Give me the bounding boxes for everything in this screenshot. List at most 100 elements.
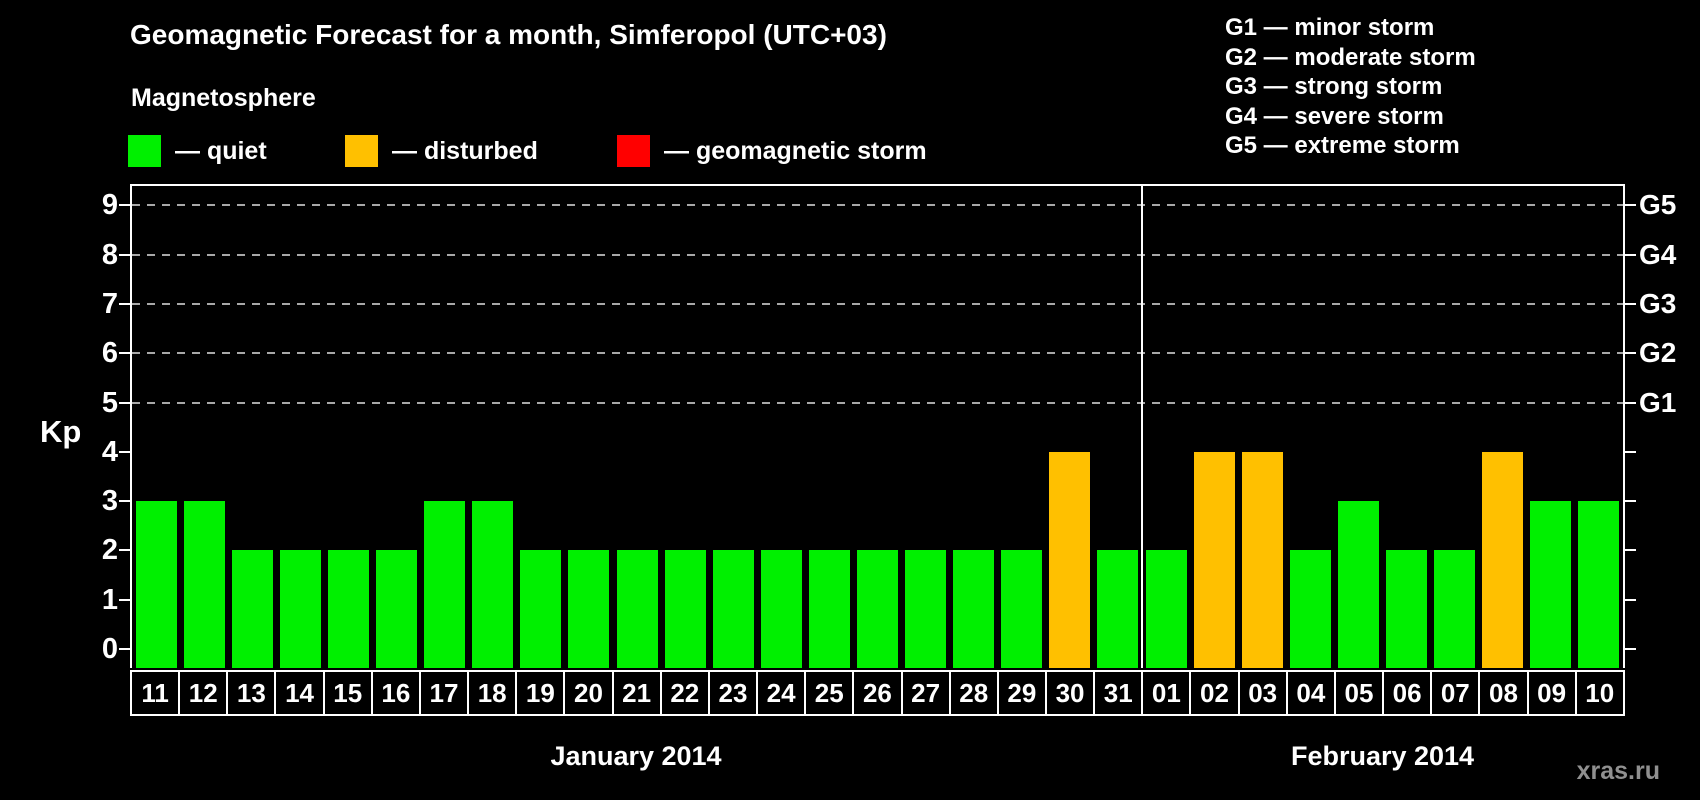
kp-bar-day-21: [616, 550, 658, 668]
kp-bar-day-01: [1145, 550, 1187, 668]
y-tick-label: 4: [101, 435, 118, 468]
day-label: 09: [1526, 670, 1577, 716]
day-label: 17: [418, 670, 470, 716]
day-label: 18: [467, 670, 518, 716]
kp-bar-day-05: [1337, 501, 1379, 668]
month-label-january: January 2014: [550, 741, 722, 771]
day-label: 05: [1333, 670, 1385, 716]
legend-item-label: — disturbed: [392, 136, 538, 165]
day-label: 07: [1430, 670, 1481, 716]
day-label: 04: [1285, 670, 1336, 716]
y-tick-right: [1625, 500, 1636, 503]
day-label: 10: [1574, 670, 1625, 716]
y-tick-right: [1625, 253, 1636, 256]
day-label: 19: [515, 670, 566, 716]
g-scale-label: G2: [1639, 337, 1677, 369]
day-label: 03: [1237, 670, 1288, 716]
storm-scale-item: G2 — moderate storm: [1225, 43, 1476, 71]
storm-scale-item: G1 — minor storm: [1225, 14, 1435, 41]
day-label: 22: [659, 670, 710, 716]
y-tick-left: [119, 302, 130, 305]
y-tick-right: [1625, 450, 1636, 453]
kp-bar-day-09: [1530, 501, 1572, 668]
y-tick-left: [119, 253, 130, 256]
day-label: 14: [274, 670, 325, 716]
kp-gridline: [132, 302, 1623, 305]
day-label: 24: [756, 670, 807, 716]
y-tick-left: [119, 450, 130, 453]
kp-bar-day-29: [1001, 550, 1043, 668]
plot-area: 0 1 2 3 4 5 6 7 8 9 G1 G2 G3 G4 G5: [102, 184, 1676, 668]
legend-item-label: — geomagnetic storm: [664, 136, 927, 165]
watermark: xras.ru: [1576, 757, 1660, 785]
y-tick-right: [1625, 549, 1636, 552]
day-label: 06: [1382, 670, 1433, 716]
g-scale-label: G5: [1639, 189, 1677, 221]
storm-scale-item: G4 — severe storm: [1225, 102, 1444, 130]
day-label: 15: [322, 670, 373, 716]
y-tick-left: [119, 598, 130, 601]
day-label: 12: [178, 670, 229, 716]
storm-scale-item: G3 — strong storm: [1225, 73, 1443, 101]
day-label: 20: [563, 670, 614, 716]
y-tick-left: [119, 500, 130, 503]
day-label: 29: [996, 670, 1047, 716]
kp-bar-day-23: [712, 550, 754, 668]
legend-item-storm: — geomagnetic storm: [617, 133, 927, 169]
kp-bar-day-30: [1049, 451, 1091, 668]
storm-color-swatch: [617, 135, 650, 167]
day-label: 01: [1141, 670, 1192, 716]
kp-bar-day-27: [905, 550, 947, 668]
day-label: 23: [707, 670, 759, 716]
y-tick-left: [119, 352, 130, 355]
y-tick-right: [1625, 302, 1636, 305]
kp-bar-day-16: [376, 550, 418, 668]
kp-bar-day-22: [664, 550, 706, 668]
kp-bar-day-10: [1578, 501, 1620, 668]
legend-item-label: — quiet: [175, 136, 267, 165]
day-label: 13: [226, 670, 277, 716]
y-axis-title: Kp: [40, 414, 82, 449]
day-label: 25: [804, 670, 855, 716]
y-tick-label: 5: [101, 386, 118, 419]
day-label: 28: [948, 670, 999, 716]
y-tick-right: [1625, 401, 1636, 404]
g-scale-label: G4: [1639, 238, 1677, 270]
y-tick-right: [1625, 598, 1636, 601]
kp-bar-day-15: [327, 550, 369, 668]
month-label-february: February 2014: [1290, 741, 1475, 771]
y-tick-right: [1625, 648, 1636, 650]
kp-bar-day-17: [424, 501, 466, 668]
y-tick-left: [119, 549, 130, 552]
day-label: 16: [370, 670, 421, 716]
kp-bar-day-24: [760, 550, 802, 668]
y-tick-label: 7: [101, 287, 118, 320]
day-label: 02: [1189, 670, 1240, 716]
kp-bar-day-26: [857, 550, 898, 668]
day-label: 11: [130, 670, 181, 716]
day-axis: 11 12 13 14 15 16 17 18 19 20 21 22 23 24 25 26 27 28 29 30…: [130, 670, 1625, 716]
y-tick-label: 3: [101, 485, 118, 518]
magnetosphere-label: Magnetosphere: [131, 84, 316, 112]
kp-bar-day-31: [1097, 550, 1139, 668]
month-separator: [1141, 186, 1144, 668]
y-tick-left: [119, 648, 130, 650]
y-tick-left: [119, 204, 130, 207]
kp-bar-day-14: [279, 550, 321, 668]
day-label: 27: [900, 670, 951, 716]
kp-bar-day-02: [1193, 451, 1235, 668]
kp-bar-day-28: [953, 550, 995, 668]
g-scale-label: G3: [1639, 287, 1677, 319]
kp-bar-day-07: [1434, 550, 1476, 668]
day-label: 21: [611, 670, 662, 716]
kp-gridline: [132, 401, 1623, 404]
legend-item-quiet: — quiet: [128, 133, 267, 169]
kp-bar-day-06: [1386, 550, 1428, 668]
kp-bar-day-11: [135, 501, 177, 668]
y-tick-label: 9: [101, 189, 118, 222]
kp-bar-day-03: [1241, 451, 1283, 668]
day-label: 31: [1093, 670, 1144, 716]
day-label: 30: [1044, 670, 1096, 716]
y-tick-left: [119, 401, 130, 404]
